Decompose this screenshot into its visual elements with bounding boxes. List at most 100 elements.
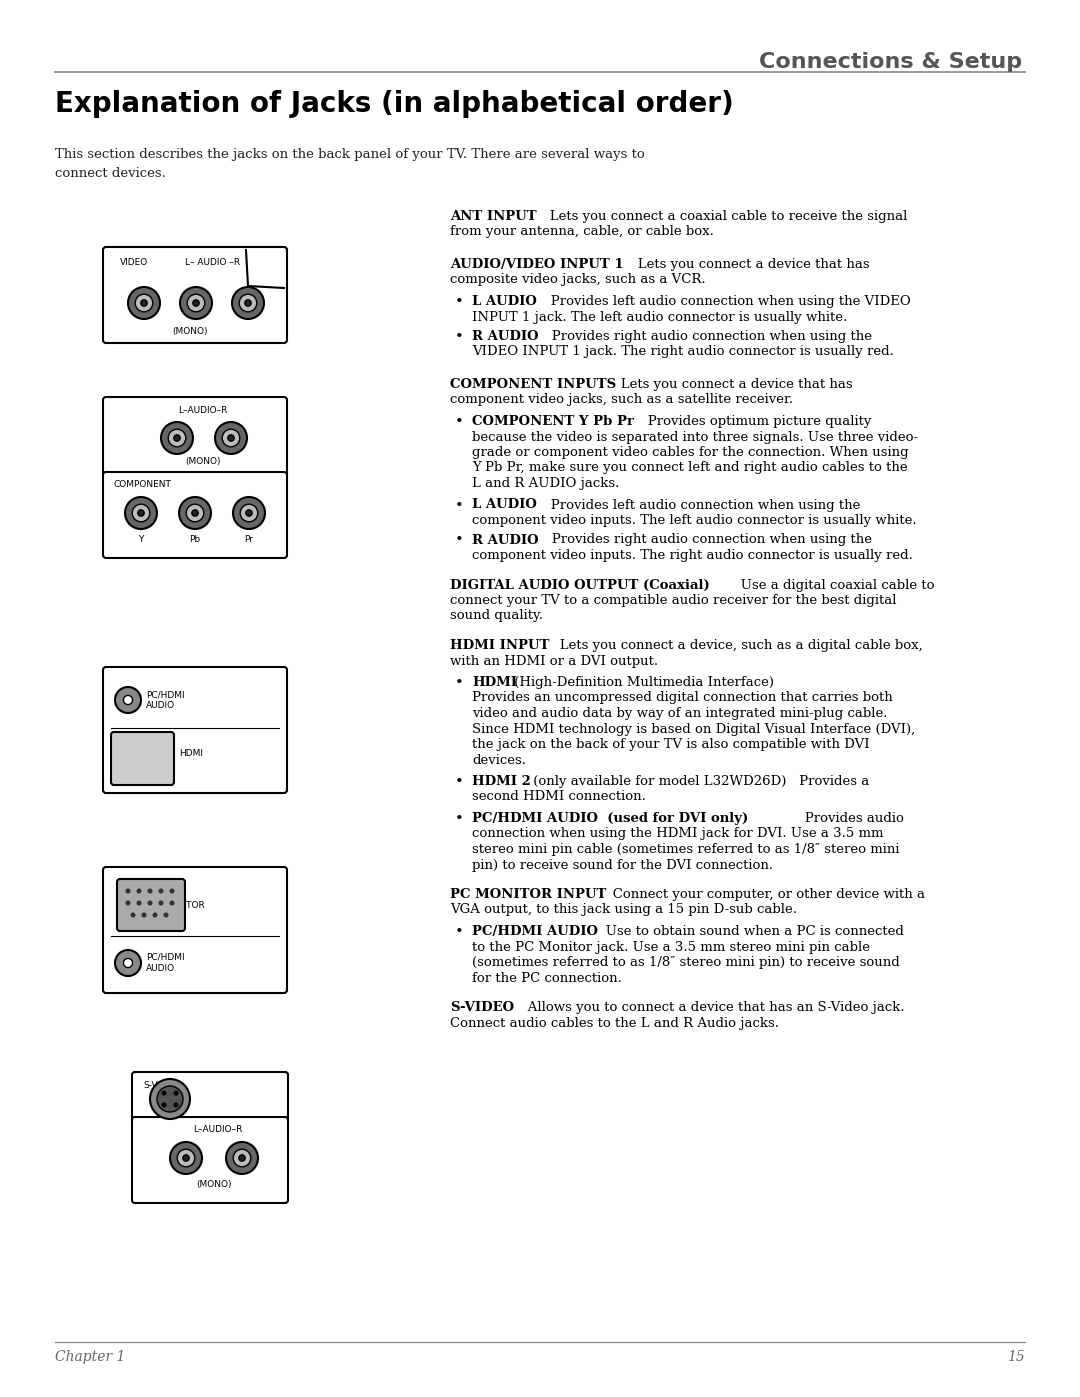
Text: video and audio data by way of an integrated mini-plug cable.: video and audio data by way of an integr… — [472, 707, 888, 719]
Text: Y Pb Pr, make sure you connect left and right audio cables to the: Y Pb Pr, make sure you connect left and … — [472, 461, 907, 475]
FancyBboxPatch shape — [132, 1071, 288, 1123]
Circle shape — [114, 950, 141, 977]
Circle shape — [239, 295, 257, 312]
Circle shape — [232, 286, 264, 319]
Text: component video inputs. The right audio connector is usually red.: component video inputs. The right audio … — [472, 549, 913, 562]
Text: •: • — [455, 415, 463, 429]
Text: DIGITAL AUDIO OUTPUT (Coaxial): DIGITAL AUDIO OUTPUT (Coaxial) — [450, 578, 710, 591]
Text: the jack on the back of your TV is also compatible with DVI: the jack on the back of your TV is also … — [472, 738, 869, 752]
Text: COMPONENT Y Pb Pr: COMPONENT Y Pb Pr — [472, 415, 634, 427]
Text: PC MONITOR INPUT: PC MONITOR INPUT — [450, 888, 606, 901]
Text: Lets you connect a device that has: Lets you connect a device that has — [625, 258, 869, 271]
Text: Provides optimum picture quality: Provides optimum picture quality — [635, 415, 872, 427]
Text: (High-Definition Multimedia Interface): (High-Definition Multimedia Interface) — [510, 676, 774, 689]
FancyBboxPatch shape — [103, 666, 287, 793]
Circle shape — [138, 510, 144, 515]
Text: L AUDIO: L AUDIO — [472, 499, 537, 511]
Text: (only available for model L32WD26D)   Provides a: (only available for model L32WD26D) Prov… — [529, 775, 869, 788]
Circle shape — [174, 434, 180, 441]
Text: Allows you to connect a device that has an S-Video jack.: Allows you to connect a device that has … — [515, 1002, 905, 1014]
Text: Pr: Pr — [244, 535, 254, 543]
Text: PC/HDMI AUDIO  (used for DVI only): PC/HDMI AUDIO (used for DVI only) — [472, 812, 748, 826]
Text: •: • — [455, 499, 463, 513]
Circle shape — [132, 504, 150, 522]
FancyBboxPatch shape — [103, 472, 287, 557]
Text: S-VIDEO: S-VIDEO — [143, 1081, 179, 1090]
Circle shape — [170, 888, 175, 894]
Text: connect devices.: connect devices. — [55, 168, 166, 180]
Text: VIDEO INPUT 1 jack. The right audio connector is usually red.: VIDEO INPUT 1 jack. The right audio conn… — [472, 345, 894, 359]
Circle shape — [125, 497, 157, 529]
Circle shape — [162, 1102, 166, 1108]
Text: PC/HDMI AUDIO: PC/HDMI AUDIO — [472, 925, 598, 937]
Text: •: • — [455, 330, 463, 344]
Circle shape — [125, 901, 131, 905]
Text: pin) to receive sound for the DVI connection.: pin) to receive sound for the DVI connec… — [472, 859, 773, 872]
Text: •: • — [455, 676, 463, 690]
Circle shape — [233, 497, 265, 529]
Circle shape — [152, 912, 158, 918]
Circle shape — [183, 1155, 189, 1161]
Circle shape — [123, 958, 133, 968]
Text: because the video is separated into three signals. Use three video-: because the video is separated into thre… — [472, 430, 918, 443]
Text: devices.: devices. — [472, 753, 526, 767]
Text: L–AUDIO–R: L–AUDIO–R — [193, 1125, 243, 1134]
Text: Explanation of Jacks (in alphabetical order): Explanation of Jacks (in alphabetical or… — [55, 89, 733, 117]
Text: R AUDIO: R AUDIO — [472, 330, 539, 344]
Circle shape — [141, 912, 147, 918]
Text: sound quality.: sound quality. — [450, 609, 543, 623]
Circle shape — [159, 888, 163, 894]
Text: PC/HDMI
AUDIO: PC/HDMI AUDIO — [146, 953, 185, 974]
Text: L– AUDIO –R: L– AUDIO –R — [185, 258, 240, 267]
Circle shape — [226, 1141, 258, 1173]
Text: (sometimes referred to as 1/8″ stereo mini pin) to receive sound: (sometimes referred to as 1/8″ stereo mi… — [472, 956, 900, 970]
Circle shape — [222, 429, 240, 447]
Circle shape — [245, 300, 252, 306]
Text: component video inputs. The left audio connector is usually white.: component video inputs. The left audio c… — [472, 514, 917, 527]
Text: VGA output, to this jack using a 15 pin D-sub cable.: VGA output, to this jack using a 15 pin … — [450, 904, 797, 916]
Circle shape — [136, 901, 141, 905]
Circle shape — [186, 504, 204, 522]
FancyBboxPatch shape — [111, 732, 174, 785]
Text: to the PC Monitor jack. Use a 3.5 mm stereo mini pin cable: to the PC Monitor jack. Use a 3.5 mm ste… — [472, 940, 870, 954]
Text: (MONO): (MONO) — [197, 1180, 232, 1189]
Circle shape — [129, 286, 160, 319]
Text: HDMI: HDMI — [472, 676, 517, 689]
Text: Connect audio cables to the L and R Audio jacks.: Connect audio cables to the L and R Audi… — [450, 1017, 779, 1030]
Text: L–AUDIO–R: L–AUDIO–R — [178, 407, 228, 415]
Text: 15: 15 — [1008, 1350, 1025, 1363]
Circle shape — [135, 295, 152, 312]
Text: (MONO): (MONO) — [172, 327, 207, 337]
Text: Provides right audio connection when using the: Provides right audio connection when usi… — [539, 330, 872, 344]
Text: R AUDIO: R AUDIO — [472, 534, 539, 546]
Text: HDMI INPUT: HDMI INPUT — [450, 638, 550, 652]
Text: connection when using the HDMI jack for DVI. Use a 3.5 mm: connection when using the HDMI jack for … — [472, 827, 883, 841]
Text: HDMI: HDMI — [179, 750, 203, 759]
Circle shape — [187, 295, 205, 312]
Text: Lets you connect a device, such as a digital cable box,: Lets you connect a device, such as a dig… — [546, 638, 922, 652]
Text: •: • — [455, 925, 463, 939]
Circle shape — [179, 497, 211, 529]
Text: PC/HDMI
AUDIO: PC/HDMI AUDIO — [146, 690, 185, 710]
FancyBboxPatch shape — [103, 868, 287, 993]
Circle shape — [170, 1141, 202, 1173]
Text: Use to obtain sound when a PC is connected: Use to obtain sound when a PC is connect… — [593, 925, 904, 937]
Text: Provides audio: Provides audio — [792, 812, 904, 826]
Text: Lets you connect a device that has: Lets you connect a device that has — [608, 379, 852, 391]
Polygon shape — [246, 250, 284, 288]
Text: Provides left audio connection when using the VIDEO: Provides left audio connection when usin… — [538, 295, 910, 307]
Circle shape — [233, 1150, 251, 1166]
Text: Since HDMI technology is based on Digital Visual Interface (DVI),: Since HDMI technology is based on Digita… — [472, 722, 915, 735]
Text: Pb: Pb — [189, 535, 201, 543]
Circle shape — [215, 422, 247, 454]
Text: component video jacks, such as a satellite receiver.: component video jacks, such as a satelli… — [450, 394, 793, 407]
Text: COMPONENT: COMPONENT — [114, 481, 172, 489]
Text: Provides left audio connection when using the: Provides left audio connection when usin… — [538, 499, 861, 511]
Text: composite video jacks, such as a VCR.: composite video jacks, such as a VCR. — [450, 274, 705, 286]
Text: VIDEO: VIDEO — [120, 258, 148, 267]
Text: INPUT 1 jack. The left audio connector is usually white.: INPUT 1 jack. The left audio connector i… — [472, 310, 847, 324]
Circle shape — [161, 422, 193, 454]
Circle shape — [162, 1091, 166, 1095]
Circle shape — [168, 429, 186, 447]
Circle shape — [180, 286, 212, 319]
